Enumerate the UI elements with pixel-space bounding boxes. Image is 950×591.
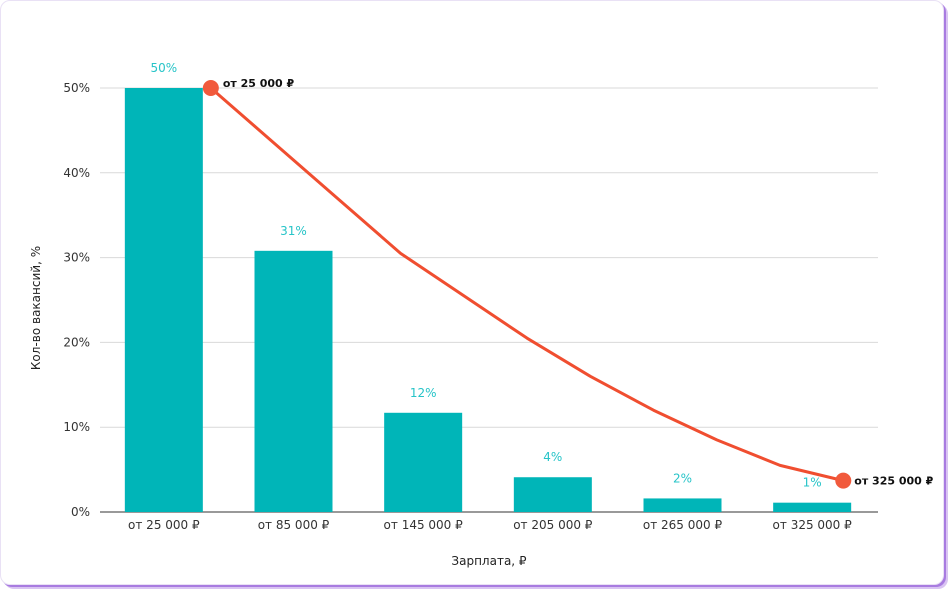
x-tick-label: от 325 000 ₽ xyxy=(773,518,853,532)
data-label: 4% xyxy=(543,450,562,464)
trend-polyline xyxy=(209,86,845,483)
trend-start-marker xyxy=(202,80,219,96)
y-tick-label: 40% xyxy=(63,166,90,180)
trend-end-label: от 325 000 ₽ xyxy=(854,475,933,488)
bar xyxy=(124,88,203,512)
x-tick-label: от 145 000 ₽ xyxy=(384,518,464,532)
y-tick-label: 30% xyxy=(63,251,90,265)
trend-start-label: от 25 000 ₽ xyxy=(223,77,295,90)
grid-lines xyxy=(100,87,878,513)
y-tick-label: 0% xyxy=(71,505,90,519)
trend-line: от 25 000 ₽ от 325 000 ₽ xyxy=(202,77,934,489)
y-axis-title: Кол-во вакансий, % xyxy=(29,246,43,370)
x-tick-label: от 205 000 ₽ xyxy=(513,518,593,532)
bar xyxy=(773,502,852,512)
data-label: 31% xyxy=(280,224,307,238)
x-tick-label: от 265 000 ₽ xyxy=(643,518,723,532)
bar xyxy=(254,250,333,513)
bars: 50% 31% 12% 4% 2% 1% xyxy=(124,61,852,513)
bar xyxy=(513,477,592,512)
data-label: 12% xyxy=(410,386,437,400)
data-label: 2% xyxy=(673,471,692,485)
axis-ticks: 0% 10% 20% 30% 40% 50% от 25 000 ₽ от 85 000 ₽ о… xyxy=(63,81,852,532)
y-tick-label: 50% xyxy=(63,81,90,95)
y-tick-label: 20% xyxy=(63,335,90,349)
x-tick-label: от 25 000 ₽ xyxy=(128,518,200,532)
bar xyxy=(384,412,463,512)
data-label: 50% xyxy=(150,61,177,75)
y-tick-label: 10% xyxy=(63,420,90,434)
trend-end-marker xyxy=(835,472,852,489)
x-axis-title: Зарплата, ₽ xyxy=(451,554,527,568)
data-label: 1% xyxy=(803,476,822,490)
bar xyxy=(643,498,722,512)
x-tick-label: от 85 000 ₽ xyxy=(258,518,330,532)
